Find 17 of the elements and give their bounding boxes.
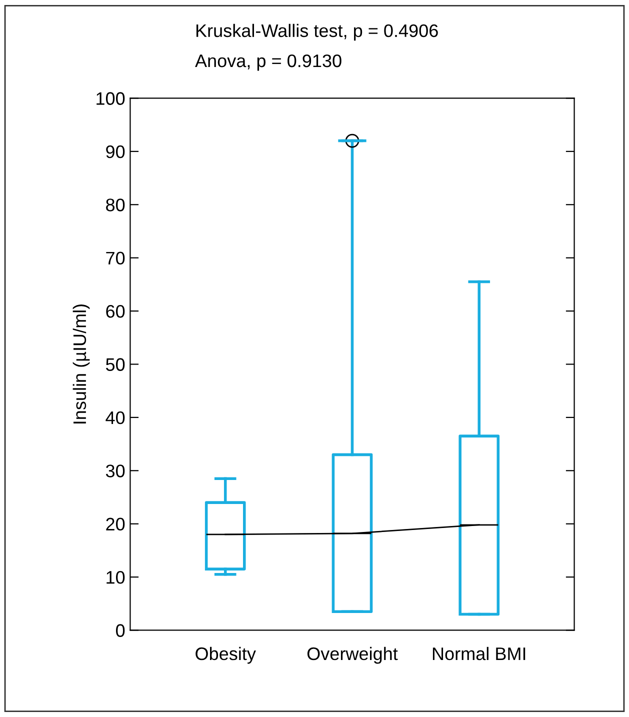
y-tick-label: 20 (106, 518, 125, 531)
y-tick-label: 80 (106, 198, 125, 212)
y-tick-label: 40 (106, 411, 125, 424)
x-tick-label: Normal BMI (432, 646, 526, 660)
x-tick-label: Overweight (307, 646, 398, 664)
y-tick-label: 30 (106, 464, 125, 478)
y-tick-label: 50 (106, 358, 125, 371)
y-tick-label: 0 (116, 624, 125, 637)
y-tick-label: 10 (106, 570, 125, 584)
text: Anova, p = 0.9130 (195, 54, 342, 71)
y-axis-title: Insulin (µIU/ml) (72, 304, 90, 424)
y-tick-label: 100 (96, 92, 125, 105)
y-tick-label: 90 (106, 145, 125, 158)
x-tick-label: Obesity (196, 646, 256, 664)
y-tick-label: 60 (106, 304, 125, 318)
y-tick-label: 70 (106, 252, 125, 265)
text: Kruskal-Wallis test, p = 0.4906 (196, 24, 438, 41)
